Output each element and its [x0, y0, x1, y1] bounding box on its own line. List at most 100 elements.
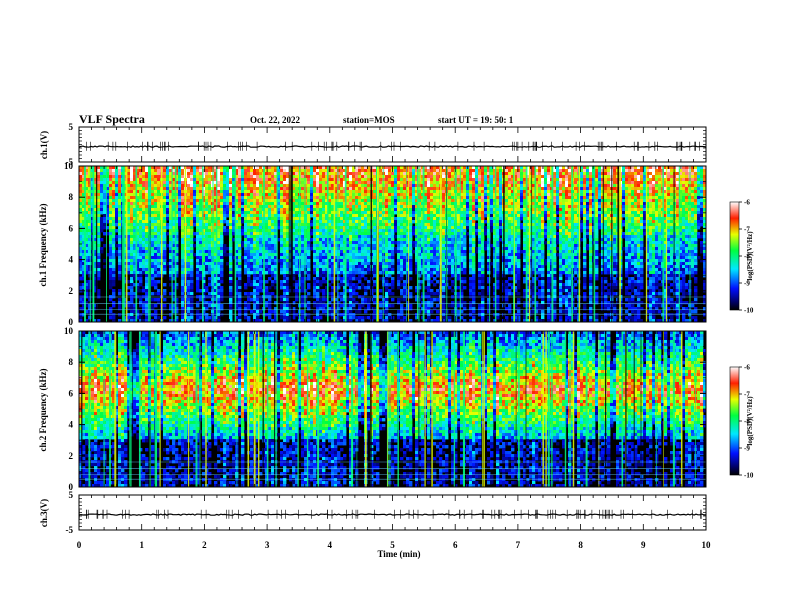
spectrogram-cell [151, 313, 155, 317]
spectrogram-cell [343, 256, 347, 260]
spectrogram-cell [217, 202, 221, 206]
spectrogram-cell [358, 205, 362, 209]
spectrogram-cell [154, 238, 158, 242]
spectrogram-cell [286, 181, 290, 185]
spectrogram-cell [292, 283, 296, 287]
spectrogram-cell [364, 310, 368, 314]
spectrogram-cell [163, 244, 167, 248]
spectrogram-cell [346, 166, 350, 170]
spectrogram-cell [142, 208, 146, 212]
spectrogram-cell [349, 187, 353, 191]
spectrogram-cell [391, 238, 395, 242]
spectrogram-cell [247, 226, 251, 230]
spectrogram-cell [178, 208, 182, 212]
spectrogram-cell [118, 226, 122, 230]
spectrogram-cell [292, 316, 296, 320]
spectrogram-cell [154, 271, 158, 275]
spectrogram-cell [124, 205, 128, 209]
spectrogram-cell [283, 223, 287, 227]
spectrogram-cell [280, 172, 284, 176]
spectrogram-cell [187, 199, 191, 203]
spectrogram-cell [343, 217, 347, 221]
spectrogram-cell [199, 169, 203, 173]
spectrogram-cell [136, 196, 140, 200]
spectrogram-cell [292, 244, 296, 248]
spectrogram-cell [88, 172, 92, 176]
spectrogram-cell [286, 187, 290, 191]
spectrogram-cell [163, 271, 167, 275]
spectrogram-cell [154, 193, 158, 197]
spectrogram-cell [79, 247, 83, 251]
spectrogram-cell [385, 235, 389, 239]
spectrogram-cell [316, 205, 320, 209]
spectrogram-cell [172, 274, 176, 278]
spectrogram-cell [412, 229, 416, 233]
spectrogram-cell [337, 316, 341, 320]
spectrogram-cell [343, 175, 347, 179]
spectrogram-cell [385, 250, 389, 254]
spectrogram-cell [157, 205, 161, 209]
spectrogram-cell [238, 256, 242, 260]
spectrogram-cell [373, 211, 377, 215]
spectrogram-cell [397, 214, 401, 218]
spectrogram-cell [388, 220, 392, 224]
spectrogram-cell [172, 256, 176, 260]
spectrogram-cell [268, 256, 272, 260]
spectrogram-cell [97, 289, 101, 293]
spectrogram-cell [136, 289, 140, 293]
spectrogram-cell [295, 250, 299, 254]
spectrogram-cell [415, 208, 419, 212]
spectrogram-cell [403, 211, 407, 215]
spectrogram-cell [238, 241, 242, 245]
spectrogram-cell [373, 271, 377, 275]
spectrogram-cell [418, 181, 422, 185]
spectrogram-cell [391, 241, 395, 245]
spectrogram-cell [217, 199, 221, 203]
spectrogram-cell [244, 265, 248, 269]
spectrogram-cell [229, 178, 233, 182]
spectrogram-cell [400, 169, 404, 173]
spectrogram-cell [310, 214, 314, 218]
spectrogram-cell [331, 226, 335, 230]
spectrogram-cell [286, 307, 290, 311]
spectrogram-cell [292, 301, 296, 305]
spectrogram-cell [151, 187, 155, 191]
spectrogram-cell [235, 241, 239, 245]
spectrogram-cell [97, 223, 101, 227]
spectrogram-cell [235, 175, 239, 179]
spectrogram-cell [217, 262, 221, 266]
spectrogram-cell [367, 280, 371, 284]
spectrogram-cell [358, 214, 362, 218]
spectrogram-cell [310, 247, 314, 251]
spectrogram-cell [301, 265, 305, 269]
spectrogram-cell [340, 268, 344, 272]
spectrogram-cell [244, 196, 248, 200]
spectrogram-cell [319, 220, 323, 224]
spectrogram-cell [106, 181, 110, 185]
spectrogram-cell [163, 166, 167, 170]
spectrogram-cell [319, 175, 323, 179]
spectrogram-cell [382, 175, 386, 179]
spectrogram-cell [346, 211, 350, 215]
date-label: Oct. 22, 2022 [250, 115, 300, 125]
spectrogram-cell [391, 223, 395, 227]
spectrogram-cell [181, 166, 185, 170]
spectrogram-cell [265, 214, 269, 218]
spectrogram-cell [250, 247, 254, 251]
spectrogram-cell [328, 187, 332, 191]
spectrogram-cell [361, 172, 365, 176]
spectrogram-cell [373, 265, 377, 269]
spectrogram-cell [154, 250, 158, 254]
spectrogram-cell [259, 301, 263, 305]
spectrogram-cell [424, 217, 428, 221]
spectrogram-cell [358, 232, 362, 236]
spectrogram-cell [286, 292, 290, 296]
spectrogram-cell [274, 208, 278, 212]
spectrogram-cell [382, 211, 386, 215]
spectrogram-cell [319, 259, 323, 263]
spectrogram-cell [88, 250, 92, 254]
spectrogram-cell [286, 304, 290, 308]
spectrogram-cell [133, 271, 137, 275]
spectrogram-cell [223, 229, 227, 233]
spectrogram-cell [79, 262, 83, 266]
